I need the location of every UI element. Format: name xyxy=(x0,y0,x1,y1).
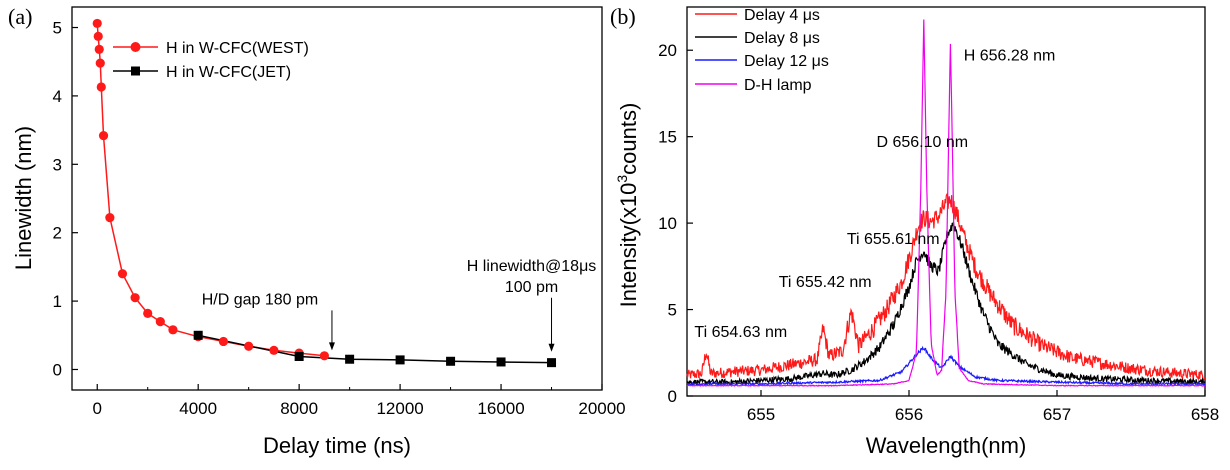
data-point-west xyxy=(143,308,153,318)
panel-a-label: (a) xyxy=(8,4,32,29)
data-point-west xyxy=(94,44,104,55)
data-point-west xyxy=(93,31,103,42)
data-point-west xyxy=(319,351,329,361)
axis-a-y-tick-label: 3 xyxy=(53,155,62,174)
data-point-west xyxy=(130,293,140,303)
annotation-h-linewidth-arrowhead xyxy=(548,343,555,352)
axis-a-y-tick-label: 1 xyxy=(53,292,62,311)
axis-a-x-tick-label: 12000 xyxy=(376,399,423,418)
panel-b-spectrum-chart: (b) 0 5 10 15 20 655 656 657 658 H 656.28 nm D 6… xyxy=(610,4,1219,458)
data-point-west xyxy=(168,325,178,335)
axis-b-y-tick-label: 0 xyxy=(668,387,677,406)
axis-b-x-tick-label: 658 xyxy=(1191,405,1219,424)
annotation-hd-gap-arrowhead xyxy=(328,342,335,351)
annotation-ti-654-63: Ti 654.63 nm xyxy=(694,324,787,341)
axis-b-x-tick-label: 655 xyxy=(747,405,775,424)
data-point-west xyxy=(105,213,115,223)
annotation-h-linewidth: H linewidth@18μs xyxy=(467,258,597,275)
legend-a-label-jet: H in W-CFC(JET) xyxy=(166,64,291,81)
axis-a-x-tick-label: 8000 xyxy=(280,399,318,418)
data-point-west xyxy=(98,130,109,141)
axis-a-y-label: Linewidth (nm) xyxy=(11,126,36,270)
axis-b-x-label: Wavelength(nm) xyxy=(866,433,1027,458)
axis-a-y-tick-label: 2 xyxy=(53,224,62,243)
axis-b-y-tick-label: 15 xyxy=(658,128,677,147)
data-point-west xyxy=(244,341,254,351)
annotation-hd-gap: H/D gap 180 pm xyxy=(202,291,319,308)
axis-a-x-tick-label: 16000 xyxy=(477,399,524,418)
data-point-west xyxy=(155,317,165,327)
panel-b-label: (b) xyxy=(610,4,636,29)
data-point-jet xyxy=(547,358,557,368)
panel-a-linewidth-chart: (a) 0 1 2 3 4 5 0 4000 8000 12000 16000 20000 H/D … xyxy=(8,4,626,458)
legend-b: Delay 4 μs Delay 8 μs Delay 12 μs D-H la… xyxy=(695,7,829,94)
axis-a-x-label: Delay time (ns) xyxy=(263,433,411,458)
axis-b-y-tick-label: 5 xyxy=(668,301,677,320)
axis-b-y-tick-label: 10 xyxy=(658,214,677,233)
data-point-jet xyxy=(193,330,203,340)
data-point-west xyxy=(92,18,102,29)
annotation-h-linewidth-value: 100 pm xyxy=(505,279,558,296)
axis-b-y-tick-label: 20 xyxy=(658,41,677,60)
series-line-delay-8us xyxy=(686,221,1206,386)
legend-a: H in W-CFC(WEST) H in W-CFC(JET) xyxy=(113,40,309,81)
axis-a-x-tick-label: 4000 xyxy=(179,399,217,418)
legend-a-label-west: H in W-CFC(WEST) xyxy=(166,40,309,57)
plot-a-frame xyxy=(71,6,603,391)
data-point-jet xyxy=(395,355,405,365)
data-point-jet xyxy=(446,356,456,366)
data-point-west xyxy=(95,58,105,68)
axis-a-x-tick-label: 0 xyxy=(93,399,102,418)
axis-b-x-tick-label: 657 xyxy=(1043,405,1071,424)
plot-b-frame xyxy=(686,6,1206,397)
data-point-west xyxy=(96,82,106,92)
legend-b-label-delay8: Delay 8 μs xyxy=(744,30,820,47)
data-point-jet xyxy=(496,357,506,367)
data-point-west xyxy=(117,269,128,279)
legend-a-red-marker xyxy=(130,42,141,52)
series-line-delay-12us xyxy=(686,345,1206,387)
annotation-h-656-28: H 656.28 nm xyxy=(964,48,1056,65)
axis-a-y-tick-label: 5 xyxy=(53,19,62,38)
annotation-ti-655-42: Ti 655.42 nm xyxy=(779,274,872,291)
axis-a-y-tick-label: 0 xyxy=(53,360,62,379)
legend-b-label-delay12: Delay 12 μs xyxy=(744,53,829,70)
axis-a-y-tick-label: 4 xyxy=(53,87,62,106)
legend-b-label-lamp: D-H lamp xyxy=(744,77,812,94)
data-point-jet xyxy=(345,354,355,364)
legend-a-black-marker xyxy=(131,66,140,76)
annotation-d-656-10: D 656.10 nm xyxy=(876,134,968,151)
axis-a-x-tick-label: 20000 xyxy=(578,399,625,418)
data-point-west xyxy=(218,336,229,347)
annotation-ti-655-61: Ti 655.61 nm xyxy=(847,231,940,248)
data-point-west xyxy=(269,345,279,355)
axis-b-x-tick-label: 656 xyxy=(895,405,923,424)
series-line-dh-lamp xyxy=(686,19,1206,388)
series-line-delay-4us xyxy=(686,192,1205,382)
legend-b-label-delay4: Delay 4 μs xyxy=(744,7,820,24)
data-point-jet xyxy=(294,351,304,361)
axis-b-y-label: Intensity(x103counts) xyxy=(614,103,641,308)
